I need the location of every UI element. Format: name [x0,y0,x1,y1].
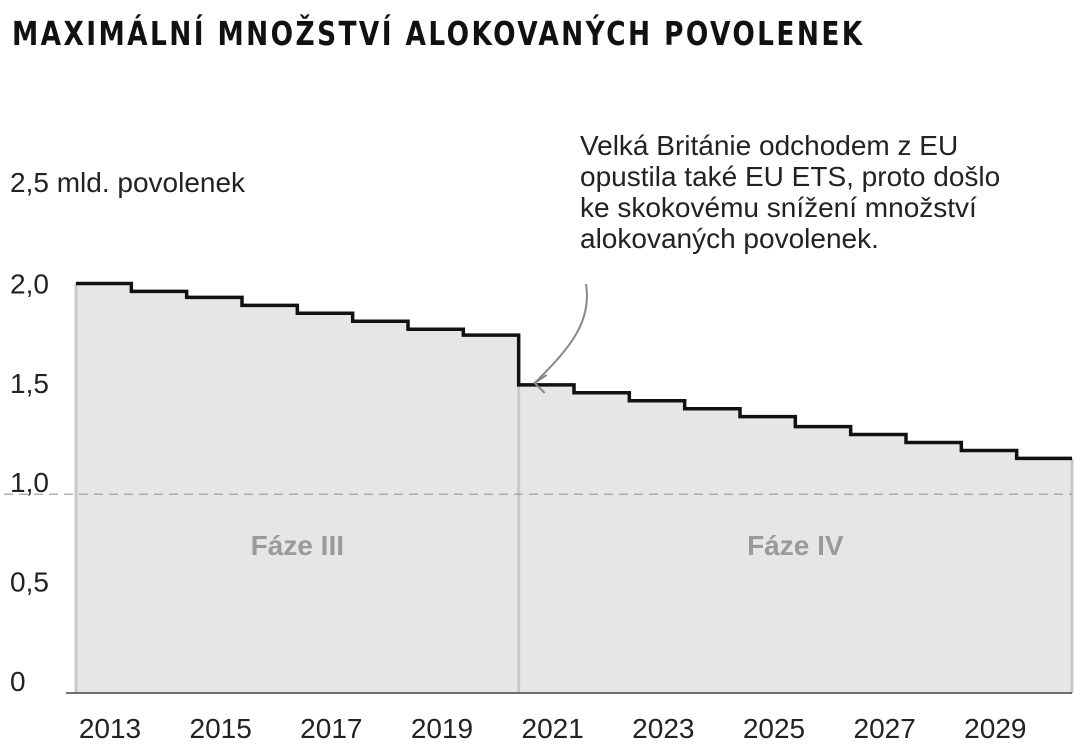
phase-label-2: Fáze IV [747,530,844,561]
x-tick-label: 2015 [190,713,252,744]
annotation-text-line: ke skokovému snížení množství [580,192,977,223]
x-tick-label: 2027 [854,713,916,744]
step-line-layer [76,281,1072,461]
annotation-text-line: opustila také EU ETS, proto došlo [580,161,1000,192]
x-tick-label: 2021 [522,713,584,744]
x-tick-label: 2019 [411,713,473,744]
y-tick-label: 0,5 [10,567,49,598]
y-tick-label: 1,0 [10,467,49,498]
x-tick-label: 2017 [300,713,362,744]
x-tick-label: 2029 [964,713,1026,744]
x-tick-label: 2023 [632,713,694,744]
y-axis-label: 2,5 mld. povolenek [10,167,246,198]
phase-label-1: Fáze III [251,530,344,561]
step-line [76,281,1072,461]
area-fill [76,283,1072,693]
annotation-text-line: alokovaných povolenek. [580,223,879,254]
labels-layer: 0 0,5 1,0 1,5 2,0 2,5 mld. povolenek 2013 2015 2… [10,167,1026,744]
y-tick-label: 0 [10,666,26,697]
phase-dividers [74,283,1074,693]
annotation-arrow [533,283,588,384]
chart-title: MAXIMÁLNÍ MNOŽSTVÍ ALOKOVANÝCH POVOLENEK [12,14,865,53]
annotation-text-line: Velká Británie odchodem z EU [580,130,958,161]
y-tick-label: 2,0 [10,268,49,299]
x-tick-label: 2013 [79,713,141,744]
y-tick-label: 1,5 [10,368,49,399]
x-tick-label: 2025 [743,713,805,744]
area-layer [76,283,1072,693]
annotation-arrowhead [533,374,548,394]
